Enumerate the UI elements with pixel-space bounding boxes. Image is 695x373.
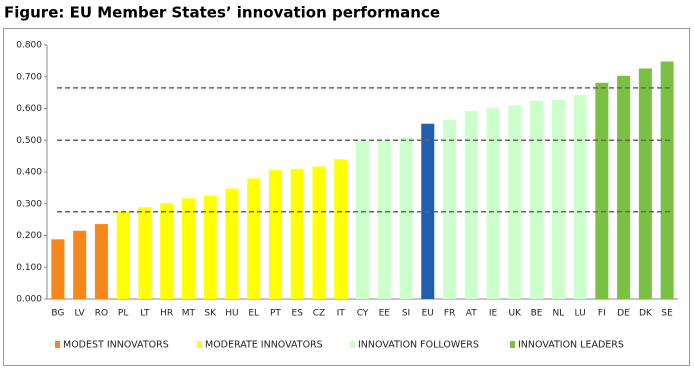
legend-swatch (350, 341, 355, 348)
bar (464, 111, 478, 299)
x-tick-label: CZ (313, 309, 325, 319)
x-tick-label: SI (402, 309, 410, 319)
y-tick-label: 0.100 (16, 263, 42, 273)
x-tick-label: AT (466, 309, 477, 319)
x-tick-label: IT (337, 309, 346, 319)
chart-title: Figure: EU Member States’ innovation per… (4, 4, 440, 22)
legend-swatch (510, 341, 515, 348)
x-tick-label: PL (118, 309, 128, 319)
x-tick-label: LT (140, 309, 150, 319)
bar (638, 68, 652, 300)
bar (530, 100, 544, 299)
bar (203, 195, 217, 299)
bar (290, 168, 304, 299)
legend-label: INNOVATION LEADERS (518, 340, 624, 351)
x-tick-label: HR (160, 309, 173, 319)
bar (573, 95, 587, 299)
x-tick-label: SE (661, 309, 673, 319)
bar (312, 166, 326, 299)
bar (160, 203, 174, 299)
bar (138, 207, 152, 299)
y-tick-label: 0.400 (16, 168, 42, 178)
x-tick-label: PT (270, 309, 281, 319)
x-tick-label: FI (598, 309, 606, 319)
bar (486, 108, 500, 300)
legend-label: MODERATE INNOVATORS (205, 340, 323, 351)
x-tick-label: BE (531, 309, 543, 319)
x-tick-label: LV (75, 309, 86, 319)
bar (225, 188, 239, 299)
legend-label: MODEST INNOVATORS (63, 340, 169, 351)
x-tick-label: ES (292, 309, 304, 319)
bar (51, 239, 65, 299)
x-tick-label: DK (639, 309, 653, 319)
x-tick-label: LU (575, 309, 586, 319)
x-tick-label: BG (51, 309, 64, 319)
x-tick-label: DE (617, 309, 630, 319)
x-tick-label: EL (248, 309, 259, 319)
x-tick-label: CY (357, 309, 369, 319)
bar (73, 230, 87, 299)
x-tick-label: RO (95, 309, 108, 319)
bar (94, 224, 108, 299)
x-tick-label: FR (444, 309, 455, 319)
bar (116, 211, 130, 299)
chart-frame (3, 28, 690, 366)
y-tick-label: 0.500 (16, 136, 42, 146)
bar (356, 141, 369, 299)
x-tick-label: EE (379, 309, 391, 319)
bar (377, 141, 391, 299)
y-tick-label: 0.000 (16, 295, 42, 305)
bar (268, 170, 282, 299)
bar (443, 119, 457, 300)
bar (508, 105, 522, 299)
x-tick-label: EU (422, 309, 434, 319)
x-tick-label: HU (225, 309, 238, 319)
x-tick-label: IE (489, 309, 498, 319)
y-tick-label: 0.800 (16, 41, 42, 51)
y-tick-label: 0.600 (16, 104, 42, 114)
y-tick-label: 0.700 (16, 72, 42, 82)
x-tick-label: MT (182, 309, 196, 319)
bar (181, 198, 195, 299)
legend-swatch (197, 341, 202, 348)
bar (334, 159, 348, 299)
legend-swatch (55, 341, 60, 348)
bar (660, 61, 674, 300)
bar (247, 178, 261, 299)
bar (399, 137, 413, 299)
bar (551, 99, 565, 299)
bar (595, 82, 609, 299)
legend-label: INNOVATION FOLLOWERS (358, 340, 479, 351)
bar (617, 75, 631, 299)
y-tick-label: 0.300 (16, 199, 42, 209)
y-tick-label: 0.200 (16, 231, 42, 241)
x-tick-label: SK (204, 309, 217, 319)
x-tick-label: UK (509, 309, 523, 319)
x-tick-label: NL (552, 309, 564, 319)
